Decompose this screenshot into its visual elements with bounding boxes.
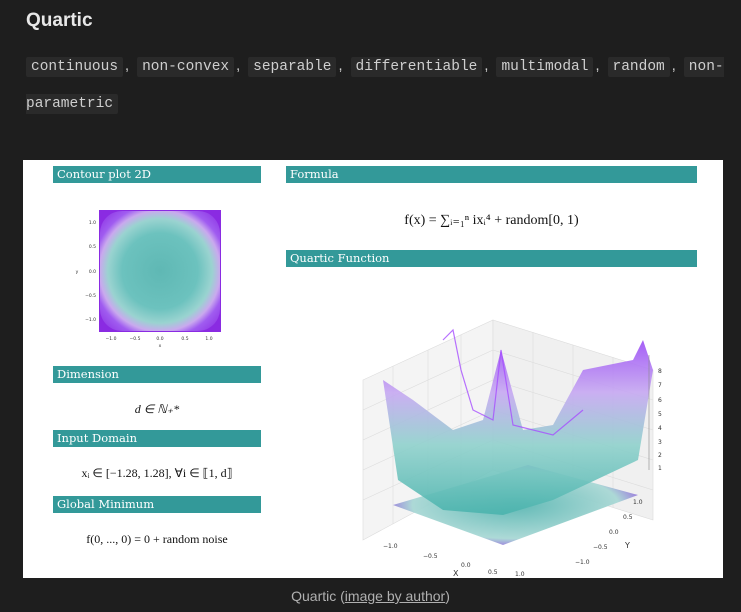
surface-z-tick: 4 <box>658 425 662 432</box>
quartic-figure: Contour plot 2D Formula Quartic Function… <box>23 160 723 578</box>
contour-y-tick: 1.0 <box>89 220 96 226</box>
page-title: Quartic <box>26 10 93 31</box>
surface-y-tick: 0.0 <box>609 529 619 536</box>
contour-y-tick: 0.5 <box>89 244 96 250</box>
tag: multimodal <box>496 57 594 77</box>
surface-x-tick: −0.5 <box>423 553 438 560</box>
surface-x-tick: −1.0 <box>383 543 398 550</box>
surface-plot: 1 2 3 4 5 6 7 8 −1.0 −0.5 0.0 0.5 1.0 X … <box>362 319 662 578</box>
image-by-author-link[interactable]: image by author <box>344 588 446 604</box>
formula: f(x) = ∑ᵢ₌₁ⁿ ixᵢ⁴ + random[0, 1) <box>404 213 579 228</box>
minimum-formula: f(0, ..., 0) = 0 + random noise <box>86 532 228 546</box>
surface-z-tick: 3 <box>658 439 662 446</box>
formula-header: Formula <box>286 166 697 183</box>
surface-z-tick: 8 <box>658 368 662 375</box>
contour-x-tick: −1.0 <box>106 336 117 342</box>
surface-x-tick: 1.0 <box>515 571 525 578</box>
surface-z-tick: 2 <box>658 452 662 459</box>
tag-separator: , <box>484 58 489 74</box>
domain-formula: xᵢ ∈ [−1.28, 1.28], ∀i ∈ ⟦1, d⟧ <box>81 466 233 480</box>
tag: continuous <box>26 57 124 77</box>
surface-z-tick: 7 <box>658 382 662 389</box>
dimension-header: Dimension <box>53 366 261 383</box>
tag: separable <box>248 57 337 77</box>
surface-spikes <box>442 328 584 436</box>
tag: random <box>607 57 670 77</box>
tag-separator: , <box>671 58 676 74</box>
tag: differentiable <box>350 57 483 77</box>
figure-caption: Quartic (image by author) <box>0 588 741 604</box>
contour-x-tick: 0.5 <box>181 336 188 342</box>
surface-x-tick: 0.0 <box>461 562 471 569</box>
tag: non-convex <box>137 57 235 77</box>
contour-plot: −1.0 −0.5 0.0 0.5 1.0 x 1.0 0.5 0.0 −0.5… <box>76 210 221 349</box>
contour-x-label: x <box>159 344 162 349</box>
caption-prefix: Quartic ( <box>291 588 345 604</box>
surface-y-tick: 0.5 <box>623 514 633 521</box>
surface-y-tick: −1.0 <box>575 559 590 566</box>
contour-field <box>100 211 220 331</box>
surface-x-tick: 0.5 <box>488 569 498 576</box>
surface-x-label: X <box>453 569 459 578</box>
tag-separator: , <box>125 58 130 74</box>
tag-list: continuous, non-convex, separable, diffe… <box>26 48 726 122</box>
domain-header: Input Domain <box>53 430 261 447</box>
surface-z-tick: 1 <box>658 465 662 472</box>
dimension-formula: d ∈ ℕ₊* <box>134 402 180 416</box>
contour-y-tick: −0.5 <box>85 293 96 299</box>
contour-header: Contour plot 2D <box>53 166 261 183</box>
minimum-header: Global Minimum <box>53 496 261 513</box>
surface-z-tick: 5 <box>658 411 662 418</box>
contour-y-tick: 0.0 <box>89 269 96 275</box>
surface-mesh <box>383 340 653 515</box>
tag-separator: , <box>595 58 600 74</box>
surface-y-tick: 1.0 <box>633 499 643 506</box>
contour-y-tick: −1.0 <box>85 317 96 323</box>
contour-x-tick: 0.0 <box>156 336 163 342</box>
contour-x-tick: 1.0 <box>205 336 212 342</box>
contour-y-label: y <box>76 270 79 275</box>
surface-y-tick: −0.5 <box>593 544 608 551</box>
surface-z-tick: 6 <box>658 397 662 404</box>
surface-y-label: Y <box>624 541 630 550</box>
tag-separator: , <box>236 58 241 74</box>
contour-x-tick: −0.5 <box>130 336 141 342</box>
caption-suffix: ) <box>445 588 450 604</box>
tag-separator: , <box>338 58 343 74</box>
function-header: Quartic Function <box>286 250 697 267</box>
